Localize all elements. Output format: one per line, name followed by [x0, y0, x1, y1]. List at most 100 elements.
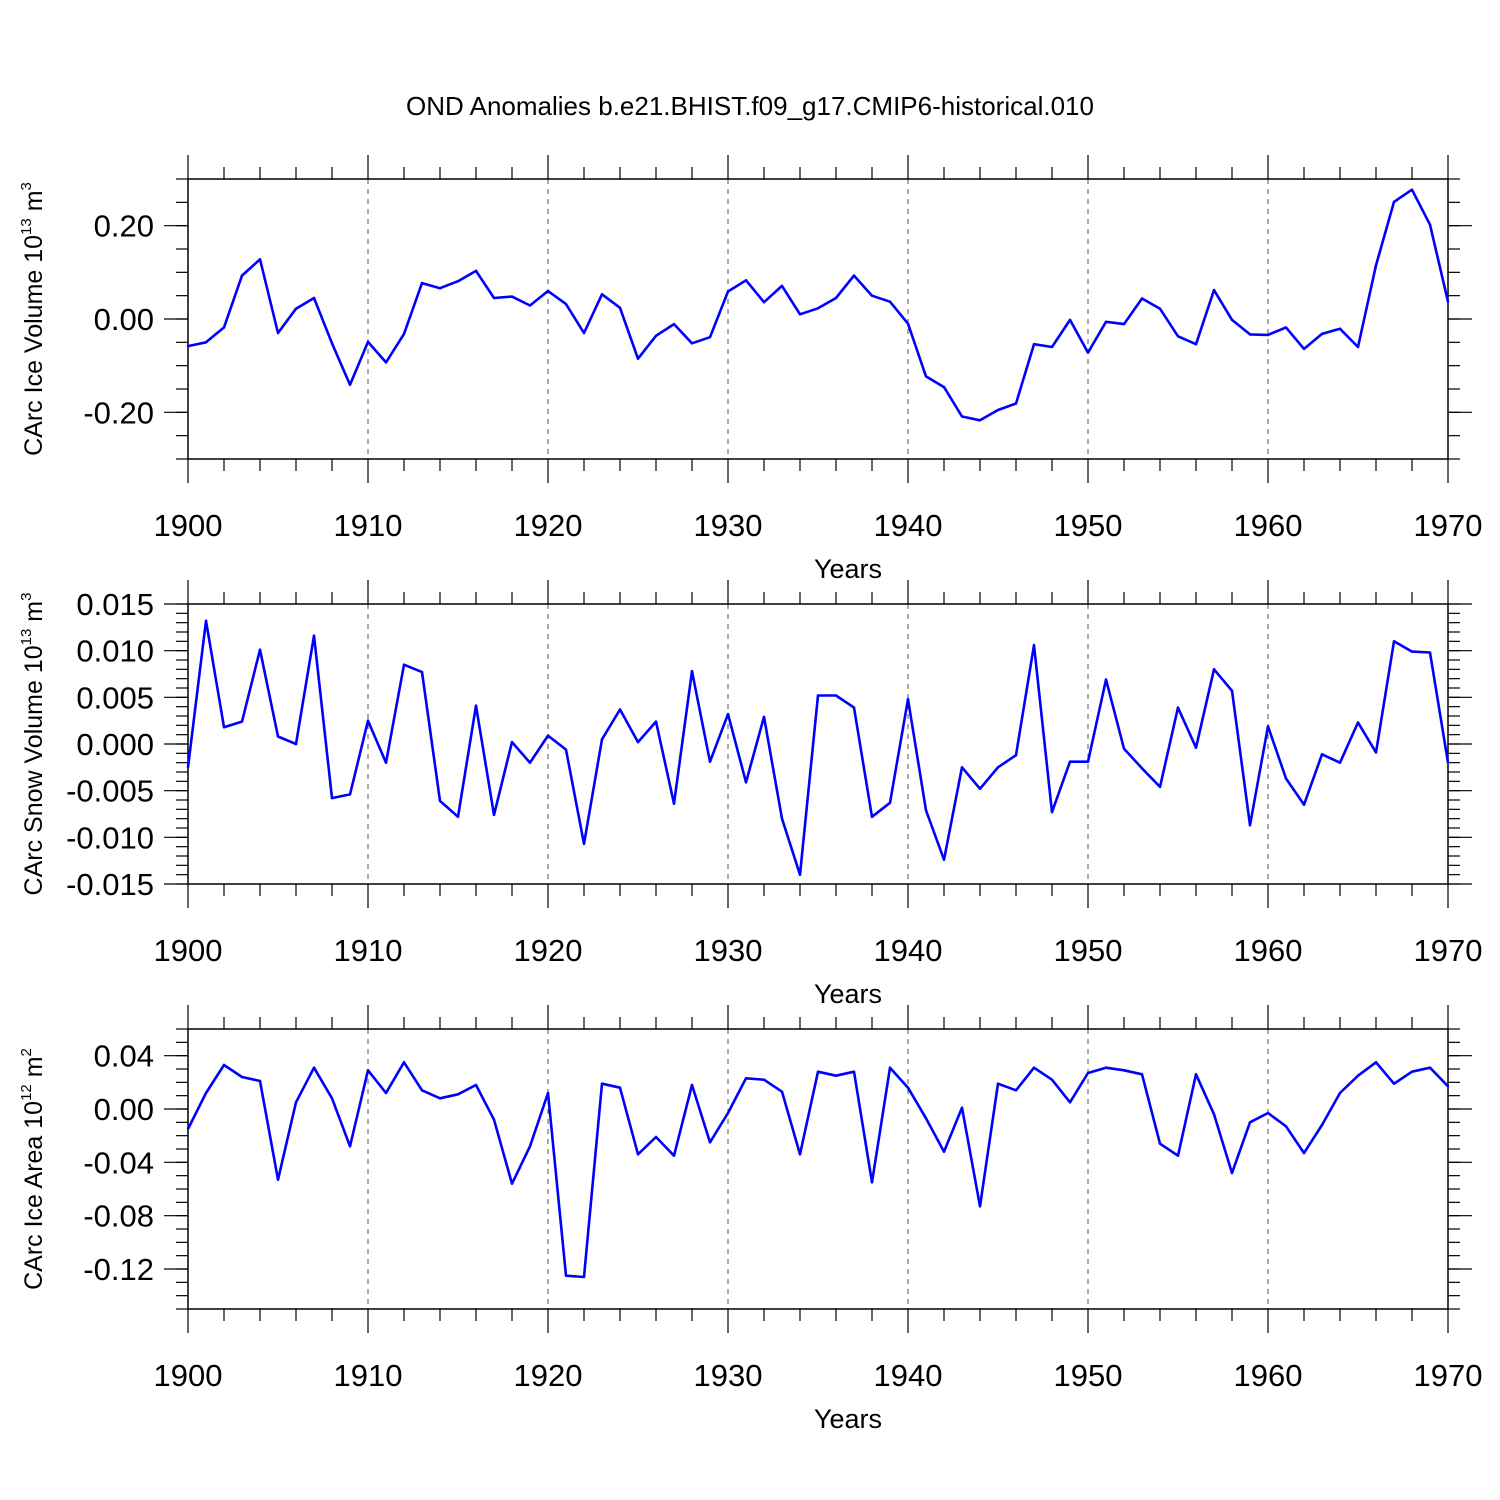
data-point — [240, 274, 244, 277]
data-point — [492, 1118, 496, 1121]
data-point — [474, 1083, 478, 1087]
y-tick-label: -0.010 — [66, 820, 154, 855]
data-point — [1320, 753, 1324, 756]
data-point — [1320, 1123, 1324, 1127]
data-point — [1158, 1142, 1162, 1145]
data-point — [762, 301, 766, 304]
data-point — [1068, 760, 1072, 763]
data-point — [1374, 1061, 1378, 1064]
data-point — [816, 307, 820, 310]
data-point — [240, 1075, 244, 1079]
data-point — [942, 385, 946, 389]
panels: -0.20 0.00 0.20 1900 1910 1920 1930 1940 1950 196… — [18, 155, 1482, 1434]
data-point — [798, 313, 802, 316]
data-point — [618, 708, 622, 711]
data-point — [1392, 200, 1396, 204]
x-tick-label: 1900 — [154, 1358, 223, 1393]
data-point — [348, 1145, 352, 1148]
plot-frame — [187, 1028, 1449, 1310]
data-point — [348, 793, 352, 796]
y-axis-label-text: CArc Ice Volume 10 — [20, 235, 48, 456]
data-point — [330, 796, 334, 800]
data-point — [384, 761, 388, 764]
data-point — [456, 280, 460, 283]
x-axis-label: Years — [814, 1404, 882, 1434]
y-tick-label: -0.12 — [83, 1252, 154, 1287]
x-tick-label: 1970 — [1414, 1358, 1483, 1393]
data-point — [258, 648, 262, 651]
data-point — [654, 1135, 658, 1139]
data-point — [1014, 1089, 1018, 1092]
data-point — [834, 694, 838, 697]
x-tick-label: 1900 — [154, 933, 223, 968]
data-point — [510, 295, 514, 298]
chart-panel-1: -0.20 0.00 0.20 1900 1910 1920 1930 1940 1950 196… — [18, 155, 1482, 584]
data-point — [366, 1069, 370, 1072]
data-point — [1356, 721, 1360, 724]
data-point — [438, 1097, 442, 1100]
data-point — [960, 1106, 964, 1109]
data-point — [924, 375, 928, 378]
data-point — [1032, 1066, 1036, 1069]
data-point — [186, 766, 190, 769]
data-point — [1158, 307, 1162, 310]
series-line-1 — [186, 1061, 1449, 1279]
data-point — [888, 300, 892, 303]
data-point — [636, 740, 640, 744]
data-point — [870, 294, 874, 297]
data-point — [402, 1061, 406, 1064]
data-point — [1176, 1154, 1180, 1157]
data-point — [1104, 1066, 1108, 1069]
data-point — [204, 619, 208, 622]
data-point — [906, 698, 910, 701]
x-tick-label: 1930 — [694, 933, 763, 968]
data-point — [1302, 803, 1306, 806]
y-axis-label-exponent: 12 — [18, 1084, 35, 1101]
data-point — [1104, 320, 1108, 323]
data-point — [474, 269, 478, 273]
data-point — [240, 720, 244, 723]
data-point — [672, 322, 676, 326]
data-point — [222, 726, 226, 729]
y-tick-label: -0.015 — [66, 867, 154, 902]
data-point — [402, 663, 406, 666]
data-point — [978, 1205, 982, 1208]
data-point — [186, 1127, 190, 1131]
data-point — [1140, 767, 1144, 770]
data-point — [564, 748, 568, 751]
data-point — [1248, 333, 1252, 336]
data-point — [384, 1091, 388, 1095]
data-point — [1032, 343, 1036, 346]
data-point — [1446, 1085, 1450, 1088]
data-point — [1212, 668, 1216, 671]
data-point — [312, 1066, 316, 1069]
data-point — [654, 720, 658, 723]
data-point — [816, 694, 820, 697]
data-point — [816, 1070, 820, 1073]
data-point — [294, 307, 298, 310]
data-point — [942, 1150, 946, 1153]
data-point — [582, 331, 586, 335]
x-tick-label: 1960 — [1234, 933, 1303, 968]
data-point — [222, 1063, 226, 1067]
data-point — [1212, 288, 1216, 292]
data-point — [330, 1097, 334, 1100]
data-point — [186, 344, 190, 348]
y-tick-label: 0.000 — [76, 727, 154, 762]
data-point — [564, 1274, 568, 1277]
data-point — [636, 1153, 640, 1156]
data-point — [312, 634, 316, 637]
x-tick-label: 1900 — [154, 508, 223, 543]
data-point — [1176, 335, 1180, 338]
data-point — [456, 815, 460, 818]
data-point — [294, 1101, 298, 1104]
data-point — [348, 383, 352, 386]
data-point — [744, 279, 748, 282]
data-point — [1374, 751, 1378, 754]
data-point — [456, 1093, 460, 1096]
data-point — [924, 1117, 928, 1120]
y-tick-label: 0.00 — [94, 302, 154, 337]
x-axis-label: Years — [814, 979, 882, 1009]
data-point — [420, 281, 424, 285]
data-point — [1284, 326, 1288, 329]
